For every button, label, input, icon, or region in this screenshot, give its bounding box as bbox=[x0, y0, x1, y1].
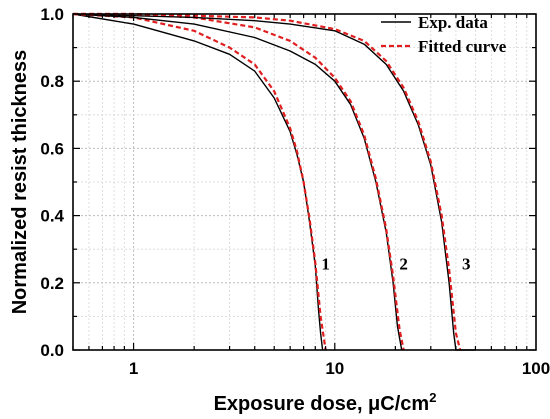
ticks bbox=[72, 13, 536, 351]
exp-curve-2 bbox=[72, 13, 403, 351]
fit-curve-2 bbox=[73, 12, 405, 351]
x-axis-title: Exposure dose, μC/cm2 bbox=[214, 390, 437, 415]
y-tick-label: 0.0 bbox=[40, 341, 64, 360]
y-axis-title: Normalized resist thickness bbox=[9, 50, 31, 315]
x-tick-label: 10 bbox=[325, 359, 344, 378]
grid bbox=[73, 14, 536, 350]
y-tick-label: 0.2 bbox=[40, 274, 64, 293]
y-tick-label: 0.4 bbox=[40, 207, 64, 226]
x-axis-title-superscript: 2 bbox=[429, 390, 436, 405]
legend-label-exp: Exp. data bbox=[418, 13, 488, 32]
x-tick-label: 100 bbox=[522, 359, 550, 378]
exp-curve-3 bbox=[72, 13, 476, 351]
x-tick-label: 1 bbox=[129, 359, 138, 378]
series-layer bbox=[72, 12, 476, 351]
curve-label-1: 1 bbox=[321, 254, 330, 273]
curve-label-2: 2 bbox=[399, 254, 408, 273]
curve-labels: 1 2 3 bbox=[321, 254, 470, 273]
y-tick-label: 0.6 bbox=[40, 139, 64, 158]
tick-labels: 1 10 100 0.0 0.2 0.4 0.6 0.8 1.0 bbox=[40, 5, 550, 378]
x-axis-title-main: Exposure dose, μC/cm bbox=[214, 393, 430, 415]
fit-curve-1 bbox=[72, 12, 327, 351]
y-tick-label: 1.0 bbox=[40, 5, 64, 24]
fit-curve-3 bbox=[73, 12, 462, 351]
legend-label-fit: Fitted curve bbox=[418, 37, 507, 56]
y-tick-label: 0.8 bbox=[40, 72, 64, 91]
curve-label-3: 3 bbox=[462, 254, 471, 273]
legend: Exp. data Fitted curve bbox=[381, 13, 507, 56]
